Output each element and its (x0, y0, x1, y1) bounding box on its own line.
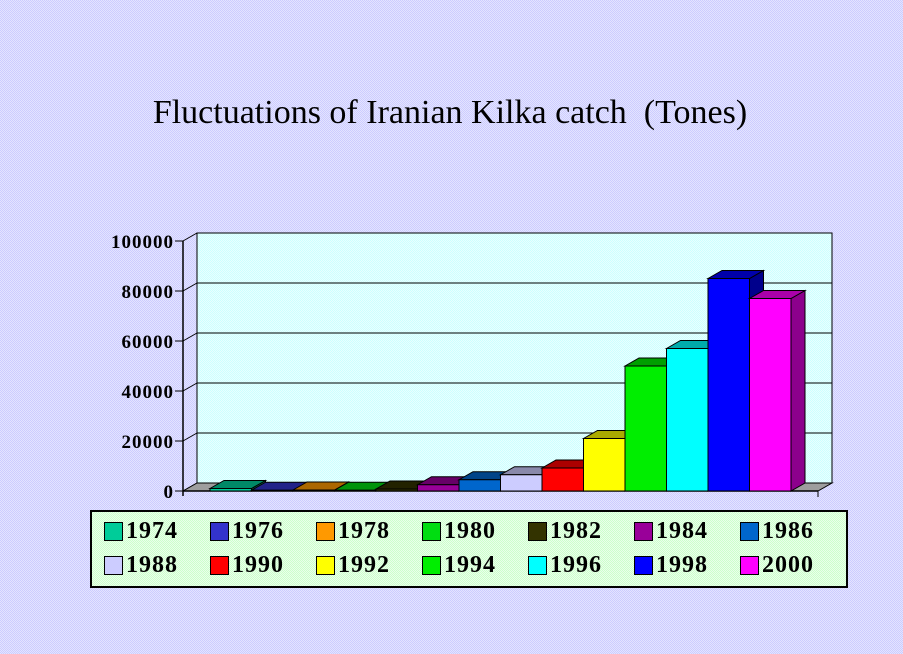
legend-label-1976: 1976 (232, 518, 284, 544)
legend-label-1978: 1978 (338, 518, 390, 544)
y-axis-label-60000: 60000 (122, 332, 175, 353)
legend-swatch-1974 (104, 521, 123, 541)
legend-item-1984: 1984 (634, 519, 740, 543)
legend-item-1992: 1992 (316, 553, 422, 577)
legend-item-1980: 1980 (422, 519, 528, 543)
legend-label-1998: 1998 (656, 552, 708, 578)
bar-front-1982 (375, 488, 418, 492)
y-axis-label-80000: 80000 (122, 282, 175, 303)
legend-row-1: 1974 1976 1978 1980 1982 1984 1986 (92, 514, 846, 548)
legend-swatch-1992 (316, 555, 335, 575)
legend-item-1996: 1996 (528, 553, 634, 577)
grid-connector-20000 (182, 432, 198, 442)
y-axis-label-100000: 100000 (111, 232, 174, 253)
legend-label-1988: 1988 (126, 552, 178, 578)
legend-item-2000: 2000 (740, 553, 846, 577)
legend-label-1990: 1990 (232, 552, 284, 578)
legend-item-1990: 1990 (210, 553, 316, 577)
legend-label-2000: 2000 (762, 552, 814, 578)
bar-side-2000 (790, 289, 806, 492)
legend-item-1974: 1974 (104, 519, 210, 543)
legend-item-1998: 1998 (634, 553, 740, 577)
grid-connector-60000 (182, 332, 198, 342)
legend-item-1978: 1978 (316, 519, 422, 543)
legend-item-1988: 1988 (104, 553, 210, 577)
legend-item-1976: 1976 (210, 519, 316, 543)
legend: 1974 1976 1978 1980 1982 1984 1986 1988 1990 199… (90, 510, 848, 588)
bar-front-1996 (666, 348, 709, 492)
legend-label-1986: 1986 (762, 518, 814, 544)
grid-connector-100000 (182, 232, 198, 242)
legend-swatch-1990 (210, 555, 229, 575)
legend-item-1982: 1982 (528, 519, 634, 543)
legend-label-1974: 1974 (126, 518, 178, 544)
legend-swatch-1976 (210, 521, 229, 541)
legend-swatch-1986 (740, 521, 759, 541)
legend-item-1994: 1994 (422, 553, 528, 577)
legend-swatch-1998 (634, 555, 653, 575)
grid-connector-80000 (182, 282, 198, 292)
bar-front-1992 (583, 438, 626, 492)
legend-label-1982: 1982 (550, 518, 602, 544)
bar-front-2000 (749, 298, 792, 492)
bar-front-1984 (417, 484, 460, 492)
bar-front-1988 (500, 474, 543, 492)
legend-swatch-1988 (104, 555, 123, 575)
grid-connector-40000 (182, 382, 198, 392)
legend-swatch-1984 (634, 521, 653, 541)
legend-label-1996: 1996 (550, 552, 602, 578)
legend-swatch-1982 (528, 521, 547, 541)
bar-front-1986 (458, 479, 501, 492)
legend-label-1984: 1984 (656, 518, 708, 544)
bar-front-1978 (292, 489, 335, 492)
legend-swatch-1980 (422, 521, 441, 541)
legend-swatch-1994 (422, 555, 441, 575)
chart-title: Fluctuations of Iranian Kilka catch (Ton… (152, 94, 748, 131)
legend-item-1986: 1986 (740, 519, 846, 543)
legend-label-1980: 1980 (444, 518, 496, 544)
legend-row-2: 1988 1990 1992 1994 1996 1998 2000 (92, 548, 846, 582)
bar-front-1990 (541, 467, 584, 492)
bar-front-1980 (334, 489, 377, 492)
bar-front-1994 (624, 365, 667, 492)
y-axis-label-40000: 40000 (122, 382, 175, 403)
y-axis-label-20000: 20000 (122, 432, 175, 453)
legend-label-1994: 1994 (444, 552, 496, 578)
y-axis-label-0: 0 (164, 482, 175, 503)
legend-swatch-1996 (528, 555, 547, 575)
legend-swatch-1978 (316, 521, 335, 541)
bar-front-1974 (209, 488, 252, 492)
legend-label-1992: 1992 (338, 552, 390, 578)
bar-front-1976 (251, 489, 294, 492)
bar-2000 (747, 289, 807, 492)
bar-front-1998 (707, 278, 750, 492)
legend-swatch-2000 (740, 555, 759, 575)
